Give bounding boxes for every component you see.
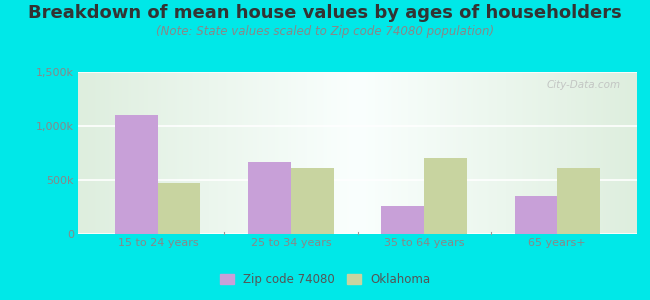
Text: City-Data.com: City-Data.com [546, 80, 620, 90]
Bar [382, 206, 424, 234]
Text: (Note: State values scaled to Zip code 74080 population): (Note: State values scaled to Zip code 7… [156, 26, 494, 38]
Bar [515, 196, 557, 234]
Bar [158, 183, 200, 234]
Bar [291, 168, 333, 234]
Bar [115, 115, 158, 234]
Legend: Zip code 74080, Oklahoma: Zip code 74080, Oklahoma [215, 269, 435, 291]
Bar [248, 162, 291, 234]
Bar [424, 158, 467, 234]
Text: Breakdown of mean house values by ages of householders: Breakdown of mean house values by ages o… [28, 4, 622, 22]
Bar [557, 168, 600, 234]
